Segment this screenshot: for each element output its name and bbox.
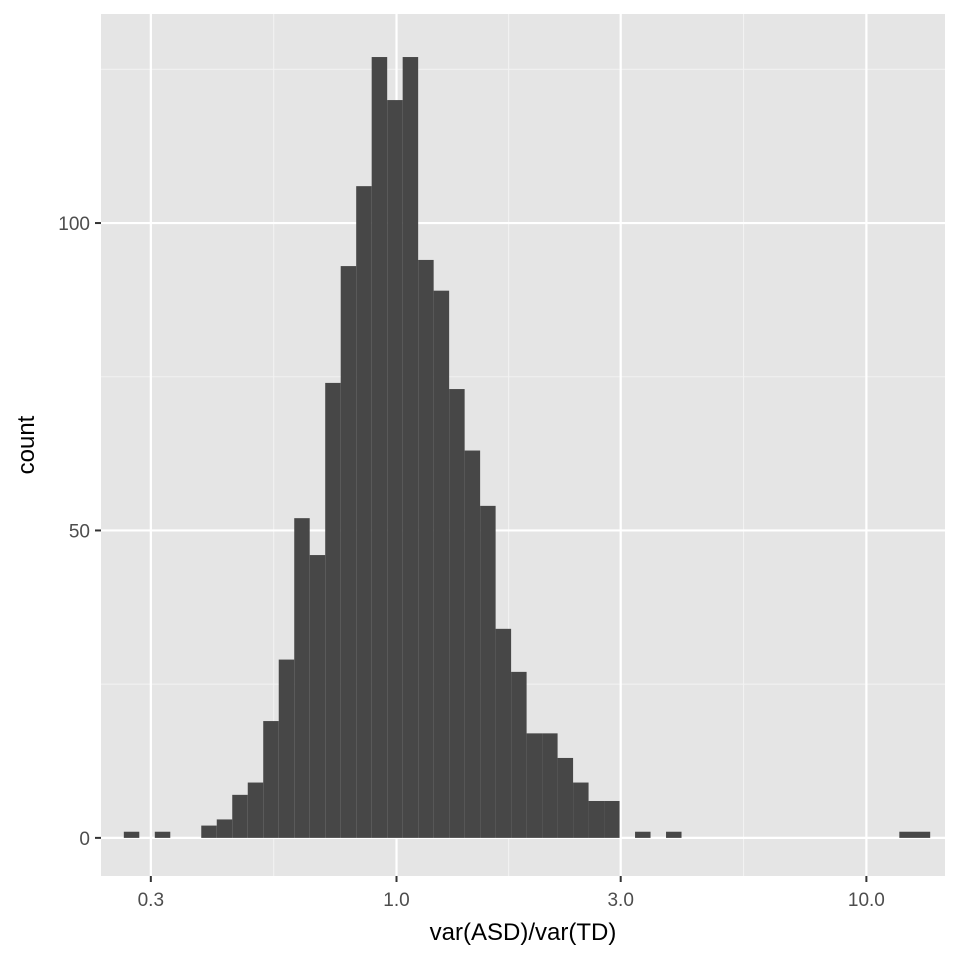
histogram-bar bbox=[216, 819, 233, 838]
histogram-bar bbox=[511, 671, 527, 838]
histogram-bar bbox=[340, 266, 357, 838]
histogram-bar bbox=[588, 800, 605, 838]
histogram-bar bbox=[154, 831, 171, 838]
histogram-bar bbox=[449, 389, 465, 838]
histogram-bar bbox=[604, 800, 620, 838]
x-tick-label: 3.0 bbox=[607, 890, 633, 911]
histogram-bar bbox=[666, 831, 682, 838]
histogram-bar bbox=[464, 450, 481, 838]
x-tick-label: 10.0 bbox=[848, 890, 885, 911]
histogram-bar bbox=[635, 831, 651, 838]
histogram-bar bbox=[402, 57, 419, 838]
histogram-bar bbox=[495, 628, 512, 838]
histogram-bar bbox=[201, 825, 217, 838]
histogram-bar bbox=[526, 733, 543, 838]
histogram-bar bbox=[371, 57, 388, 838]
histogram-bar bbox=[232, 794, 248, 838]
y-axis-title: count bbox=[13, 415, 40, 474]
histogram-bar bbox=[356, 186, 372, 838]
histogram-bar bbox=[387, 100, 403, 838]
histogram-bar bbox=[557, 757, 574, 838]
histogram-bar bbox=[247, 782, 264, 838]
histogram-bar bbox=[433, 290, 450, 838]
y-tick-label: 50 bbox=[69, 521, 90, 542]
histogram-bar bbox=[480, 505, 496, 838]
histogram-bar bbox=[278, 659, 295, 838]
x-axis: 0.3 1.0 3.0 10.0 bbox=[138, 876, 885, 911]
x-tick-label: 1.0 bbox=[383, 890, 409, 911]
x-axis-title: var(ASD)/var(TD) bbox=[430, 919, 617, 946]
histogram-bar bbox=[309, 555, 326, 838]
histogram-bar bbox=[294, 518, 310, 838]
y-tick-label: 100 bbox=[58, 214, 90, 235]
histogram-bar bbox=[418, 259, 434, 838]
y-axis: 0 50 100 bbox=[58, 214, 101, 850]
histogram-bars bbox=[123, 57, 931, 838]
histogram-bar bbox=[573, 782, 589, 838]
y-tick-label: 0 bbox=[79, 829, 90, 850]
histogram-bar bbox=[325, 382, 341, 838]
histogram-bar bbox=[542, 733, 558, 838]
histogram-bar bbox=[899, 831, 931, 838]
histogram-bar bbox=[263, 721, 279, 838]
x-tick-label: 0.3 bbox=[138, 890, 164, 911]
histogram-bar bbox=[123, 831, 140, 838]
